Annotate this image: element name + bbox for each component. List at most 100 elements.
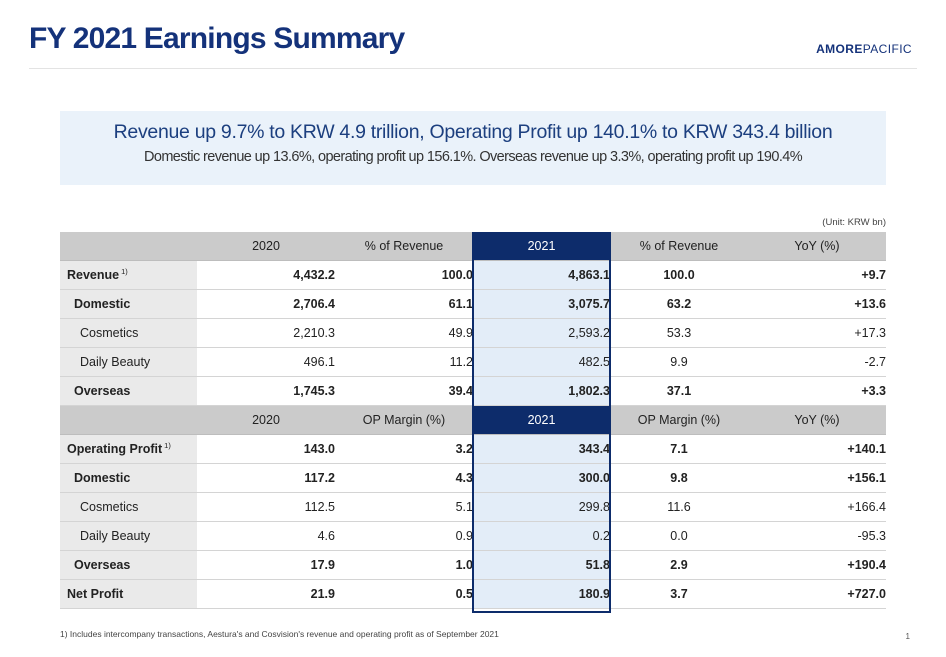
row-label-text: Domestic [74,297,131,311]
row-label: Operating Profit 1) [60,434,197,464]
row-label-text: Daily Beauty [80,355,151,369]
column-header: 2020 [197,405,335,435]
row-label-text: Daily Beauty [80,529,151,543]
cell-v2021: 299.8 [473,492,610,522]
table-row: Daily Beauty 4.6 0.9 0.2 0.0 -95.3 [60,521,886,551]
row-label-text: Net Profit [67,587,124,601]
cell-pct2020: 0.9 [335,521,473,551]
brand-logo: AMOREPACIFIC [816,42,912,56]
table-row: Domestic 117.2 4.3 300.0 9.8 +156.1 [60,463,886,493]
header-divider [29,68,917,69]
cell-v2020: 21.9 [197,579,335,609]
column-header: YoY (%) [748,232,886,261]
table-header-row: 2020 OP Margin (%) 2021 OP Margin (%) YoY (%… [60,405,886,435]
table-row: Net Profit 21.9 0.5 180.9 3.7 +727.0 [60,579,886,609]
brand-logo-part1: AMORE [816,42,863,56]
table-row: Overseas 1,745.3 39.4 1,802.3 37.1 +3.3 [60,376,886,406]
row-label: Revenue 1) [60,260,197,290]
column-header: % of Revenue [610,232,748,261]
column-header: 2020 [197,232,335,261]
row-label: Domestic [60,289,197,319]
cell-v2021: 343.4 [473,434,610,464]
cell-v2020: 4,432.2 [197,260,335,290]
cell-yoy: -2.7 [748,347,886,377]
footnote: 1) Includes intercompany transactions, A… [60,629,499,639]
column-header: OP Margin (%) [610,405,748,435]
cell-pct2020: 49.9 [335,318,473,348]
row-label: Overseas [60,550,197,580]
cell-pct2021: 100.0 [610,260,748,290]
cell-v2021: 51.8 [473,550,610,580]
cell-yoy: +9.7 [748,260,886,290]
column-header: % of Revenue [335,232,473,261]
brand-logo-part2: PACIFIC [862,42,912,56]
cell-v2021: 3,075.7 [473,289,610,319]
footnote-marker: 1) [121,267,128,277]
row-label-text: Domestic [74,471,131,485]
cell-pct2020: 0.5 [335,579,473,609]
footnote-marker: 1) [164,441,171,451]
row-label: Net Profit [60,579,197,609]
table-row: Cosmetics 112.5 5.1 299.8 11.6 +166.4 [60,492,886,522]
cell-yoy: -95.3 [748,521,886,551]
earnings-table: 2020% of Revenue 2021% of Revenue YoY (%) R… [60,232,886,609]
table-row: Revenue 1) 4,432.2 100.0 4,863.1 100.0 +9.7 [60,260,886,290]
cell-yoy: +3.3 [748,376,886,406]
unit-label: (Unit: KRW bn) [822,217,886,228]
table-row: Cosmetics 2,210.3 49.9 2,593.2 53.3 +17.3 [60,318,886,348]
row-label-text: Overseas [74,558,131,572]
cell-yoy: +140.1 [748,434,886,464]
cell-pct2021: 37.1 [610,376,748,406]
table-row: Domestic 2,706.4 61.1 3,075.7 63.2 +13.6 [60,289,886,319]
cell-v2021: 300.0 [473,463,610,493]
cell-pct2021: 11.6 [610,492,748,522]
column-header: YoY (%) [748,405,886,435]
cell-yoy: +190.4 [748,550,886,580]
row-label: Domestic [60,463,197,493]
cell-pct2020: 61.1 [335,289,473,319]
cell-pct2020: 1.0 [335,550,473,580]
table-header-row: 2020% of Revenue 2021% of Revenue YoY (%) [60,232,886,261]
table-row: Operating Profit 1) 143.0 3.2 343.4 7.1 +140.1 [60,434,886,464]
cell-v2020: 1,745.3 [197,376,335,406]
cell-yoy: +727.0 [748,579,886,609]
cell-v2021: 4,863.1 [473,260,610,290]
cell-v2020: 117.2 [197,463,335,493]
column-header: 2021 [473,232,610,261]
column-header: 2021 [473,405,610,435]
cell-yoy: +166.4 [748,492,886,522]
page-title: FY 2021 Earnings Summary [29,22,405,55]
cell-pct2021: 9.9 [610,347,748,377]
row-label-text: Overseas [74,384,131,398]
table-row: Daily Beauty 496.1 11.2 482.5 9.9 -2.7 [60,347,886,377]
cell-v2020: 2,706.4 [197,289,335,319]
cell-pct2020: 39.4 [335,376,473,406]
cell-pct2020: 100.0 [335,260,473,290]
cell-yoy: +13.6 [748,289,886,319]
page-number: 1 [905,632,910,641]
cell-v2020: 17.9 [197,550,335,580]
row-label: Overseas [60,376,197,406]
column-header [60,232,197,261]
cell-pct2021: 7.1 [610,434,748,464]
cell-pct2021: 3.7 [610,579,748,609]
summary-headline: Revenue up 9.7% to KRW 4.9 trillion, Ope… [113,121,833,143]
row-label: Cosmetics [60,318,197,348]
cell-pct2021: 63.2 [610,289,748,319]
row-label: Cosmetics [60,492,197,522]
cell-pct2021: 2.9 [610,550,748,580]
cell-yoy: +17.3 [748,318,886,348]
cell-v2021: 2,593.2 [473,318,610,348]
cell-v2020: 2,210.3 [197,318,335,348]
cell-pct2020: 11.2 [335,347,473,377]
cell-pct2021: 9.8 [610,463,748,493]
cell-v2021: 482.5 [473,347,610,377]
row-label-text: Cosmetics [80,500,139,514]
row-label-text: Operating Profit [67,442,163,457]
cell-v2020: 496.1 [197,347,335,377]
summary-subline: Domestic revenue up 13.6%, operating pro… [143,149,803,165]
cell-pct2021: 0.0 [610,521,748,551]
cell-v2020: 143.0 [197,434,335,464]
cell-pct2020: 4.3 [335,463,473,493]
column-header [60,405,197,435]
